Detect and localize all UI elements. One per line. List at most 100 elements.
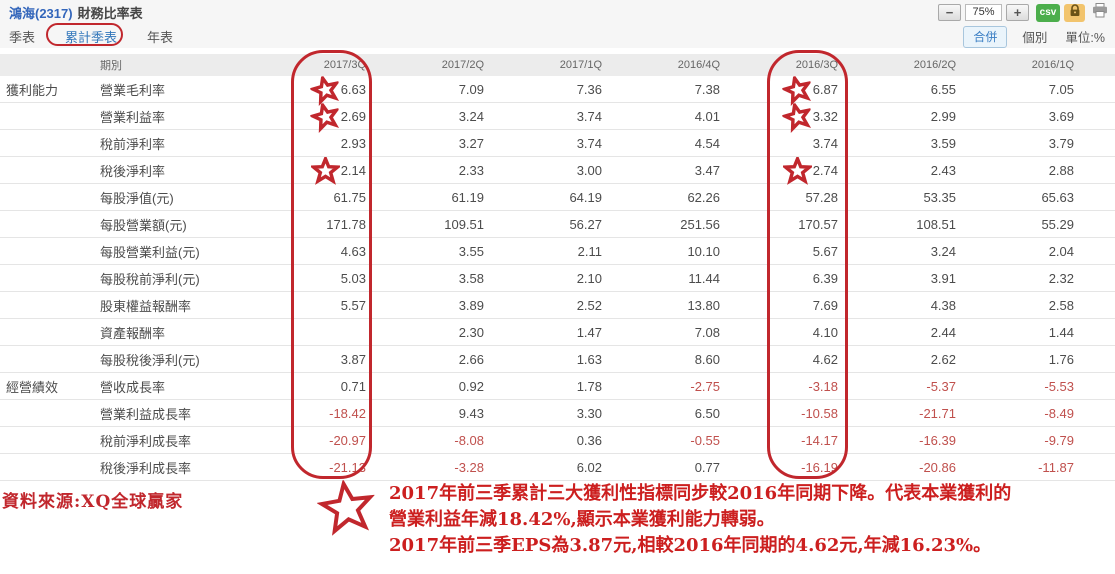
table-row: 稅前淨利率 2.93 3.27 3.74 4.54 3.74 3.59 3.79: [0, 130, 1115, 157]
cell-value: -2.75: [690, 378, 720, 394]
table-cell: -0.55: [602, 427, 720, 453]
cell-value: 3.24: [458, 109, 484, 125]
analyst-annotation-text: 2017年前三季累計三大獲利性指標同步較2016年同期下降。代表本業獲利的 營業…: [389, 481, 1011, 559]
table-cell: -5.37: [838, 373, 956, 399]
cell-value: 1.78: [576, 378, 602, 394]
cell-value: 170.57: [798, 216, 838, 232]
table-cell: -10.58: [720, 400, 838, 426]
zoom-level-display: 75%: [965, 4, 1002, 21]
cell-value: 3.91: [930, 270, 956, 286]
toolbar: − 75% + csv: [938, 2, 1110, 22]
zoom-out-button[interactable]: −: [938, 4, 961, 21]
cell-value: 7.05: [1048, 82, 1074, 98]
table-cell: 3.79: [956, 130, 1074, 156]
print-button[interactable]: [1089, 2, 1110, 22]
lock-button[interactable]: [1064, 3, 1085, 22]
cell-value: 3.30: [576, 405, 602, 421]
row-metric-label: 每股營業額(元): [100, 217, 187, 233]
cell-value: 3.89: [458, 297, 484, 313]
table-cell: 1.78: [484, 373, 602, 399]
row-metric-label: 稅後淨利成長率: [100, 460, 192, 476]
table-cell: 2.44: [838, 319, 956, 345]
table-cell: 6.55: [838, 76, 956, 104]
table-cell: 2.88: [956, 157, 1074, 185]
csv-export-button[interactable]: csv: [1036, 3, 1060, 22]
column-header-2016-3q: 2016/3Q: [795, 59, 838, 71]
table-cell: 3.24: [366, 103, 484, 131]
cell-value: 2.99: [930, 109, 956, 125]
table-cell: 6.63: [248, 73, 366, 107]
table-cell: 6.87: [720, 73, 838, 107]
table-cell: 109.51: [366, 211, 484, 237]
tab-row: 季表 累計季表 年表 合併 個別 單位:%: [0, 25, 1115, 48]
star-highlight-icon: [779, 100, 812, 134]
table-cell: 4.63: [248, 238, 366, 264]
table-row: 每股淨值(元) 61.75 61.19 64.19 62.26 57.28 53.35 65.…: [0, 184, 1115, 211]
cell-value: 6.02: [576, 459, 602, 475]
cell-value: 57.28: [805, 189, 838, 205]
table-row: 資產報酬率 2.30 1.47 7.08 4.10 2.44 1.44: [0, 319, 1115, 346]
table-row: 稅前淨利成長率 -20.97 -8.08 0.36 -0.55 -14.17 -16.39 -…: [0, 427, 1115, 454]
table-cell: 7.38: [602, 76, 720, 104]
table-cell: 5.03: [248, 265, 366, 291]
cell-value: 2.10: [576, 270, 602, 286]
cell-value: 55.29: [1041, 216, 1074, 232]
table-cell: 2.30: [366, 319, 484, 345]
table-cell: 251.56: [602, 211, 720, 237]
cell-value: 6.55: [930, 82, 956, 98]
cell-value: 2.14: [340, 163, 366, 179]
cell-value: 1.47: [576, 324, 602, 340]
table-cell: -3.18: [720, 373, 838, 399]
table-cell: 3.89: [366, 292, 484, 318]
cell-value: 65.63: [1041, 189, 1074, 205]
row-metric-label: 營業利益率: [100, 110, 166, 126]
cell-value: 7.69: [812, 297, 838, 313]
table-cell: 2.52: [484, 292, 602, 318]
zoom-in-button[interactable]: +: [1006, 4, 1029, 21]
table-cell: 3.91: [838, 265, 956, 291]
cell-value: 0.77: [694, 459, 720, 475]
table-cell: 3.74: [484, 103, 602, 131]
cell-value: 2.44: [930, 324, 956, 340]
individual-toggle[interactable]: 個別: [1022, 31, 1048, 45]
cell-value: -3.18: [808, 378, 838, 394]
annotation-line-1: 2017年前三季累計三大獲利性指標同步較2016年同期下降。代表本業獲利的: [389, 483, 1012, 504]
data-source-text: 資料來源:XQ全球贏家: [2, 492, 184, 512]
consolidated-toggle[interactable]: 合併: [963, 25, 1008, 48]
table-cell: 2.74: [720, 157, 838, 185]
cell-value: 3.87: [340, 351, 366, 367]
table-gap: [0, 48, 1115, 54]
row-metric-label: 營業毛利率: [100, 83, 166, 99]
tab-quarterly[interactable]: 季表: [9, 30, 36, 45]
row-metric-label: 每股稅前淨利(元): [100, 271, 200, 287]
cell-value: 13.80: [687, 297, 720, 313]
star-highlight-icon: [779, 73, 812, 107]
table-cell: 3.59: [838, 130, 956, 156]
tab-cumulative-quarterly[interactable]: 累計季表: [65, 30, 118, 45]
table-row: 股東權益報酬率 5.57 3.89 2.52 13.80 7.69 4.38 2.58: [0, 292, 1115, 319]
table-cell: 2.14: [248, 157, 366, 185]
table-cell: 4.62: [720, 346, 838, 372]
cell-value: 62.26: [687, 189, 720, 205]
cell-value: 8.60: [694, 351, 720, 367]
tab-annual[interactable]: 年表: [147, 30, 174, 45]
table-cell: 0.71: [248, 373, 366, 399]
table-cell: 2.66: [366, 346, 484, 372]
cell-value: 61.75: [333, 189, 366, 205]
table-cell: 3.87: [248, 346, 366, 372]
cell-value: 4.62: [812, 351, 838, 367]
table-cell: 64.19: [484, 184, 602, 210]
table-cell: 2.32: [956, 265, 1074, 291]
row-metric-label: 稅前淨利率: [100, 136, 166, 152]
table-header-row: 期別 2017/3Q 2017/2Q 2017/1Q 2016/4Q 2016/3Q 20…: [0, 54, 1115, 76]
cell-value: 7.36: [576, 82, 602, 98]
cell-value: -16.19: [801, 459, 838, 475]
cell-value: 3.59: [930, 135, 956, 151]
cell-value: -21.13: [329, 459, 366, 475]
table-cell: 2.43: [838, 157, 956, 185]
table-cell: 6.50: [602, 400, 720, 426]
lock-icon: [1069, 3, 1081, 22]
cell-value: 3.47: [694, 163, 720, 179]
cell-value: -11.87: [1038, 459, 1074, 475]
cell-value: 6.63: [340, 82, 366, 98]
